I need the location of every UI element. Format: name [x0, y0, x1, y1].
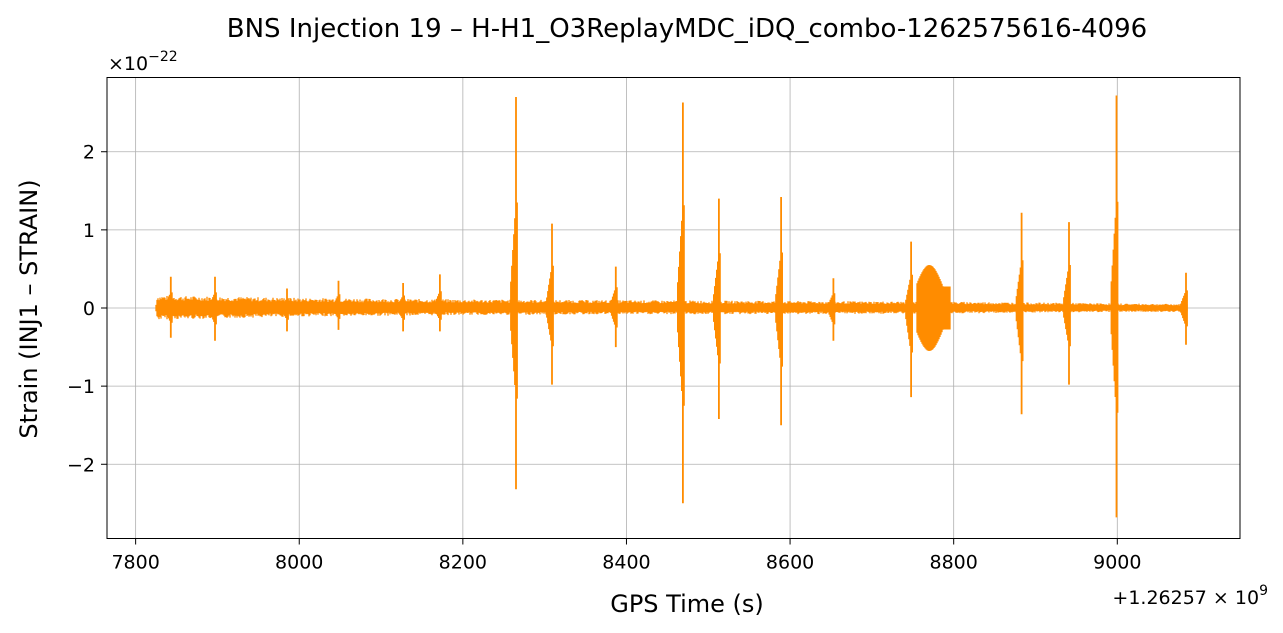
plot-area — [155, 95, 1188, 518]
strain-spike — [1063, 222, 1071, 385]
x-tick-label: 8800 — [930, 552, 978, 574]
strain-spike — [905, 241, 913, 398]
strain-spike — [1015, 212, 1024, 415]
x-tick-label: 9000 — [1093, 552, 1141, 574]
strain-spike — [164, 276, 173, 338]
strain-spike — [434, 274, 442, 332]
chart-title: BNS Injection 19 – H-H1_O3ReplayMDC_iDQ_… — [227, 14, 1147, 44]
y-tick-label: 2 — [83, 142, 95, 164]
x-offset-label: +1.26257 × 109 — [1112, 583, 1268, 609]
strain-spike — [827, 278, 836, 341]
y-scale-factor-base: ×10 — [108, 53, 148, 75]
strain-spike — [546, 223, 554, 385]
x-axis-label: GPS Time (s) — [610, 590, 764, 618]
y-tick-label: 0 — [83, 298, 95, 320]
y-scale-factor-exponent: −22 — [148, 49, 178, 65]
y-scale-factor: ×10−22 — [108, 49, 178, 75]
y-tick-label: 1 — [83, 220, 95, 242]
strain-spike — [1110, 95, 1119, 518]
y-tick-label: −2 — [67, 454, 95, 476]
strain-spike — [281, 288, 289, 332]
strain-spike — [677, 102, 685, 504]
strain-spike — [332, 280, 341, 330]
x-tick-label: 7800 — [111, 552, 159, 574]
strain-spike — [397, 283, 405, 332]
strain-spike — [609, 266, 618, 348]
strain-spike — [775, 197, 783, 426]
x-tick-label: 8000 — [275, 552, 323, 574]
strain-burst — [916, 265, 951, 351]
x-tick-label: 8200 — [439, 552, 487, 574]
strain-spike — [209, 276, 217, 341]
x-offset-base: +1.26257 × 10 — [1112, 587, 1259, 609]
x-tick-label: 8600 — [766, 552, 814, 574]
y-axis-label: Strain (INJ1 – STRAIN) — [15, 179, 43, 438]
strain-spike — [510, 97, 518, 490]
axis-ticks: 7800 8000 8200 8400 8600 8800 9000 −2 −1 0 1 2 — [67, 142, 1141, 574]
strain-spike — [1180, 272, 1188, 345]
x-tick-label: 8400 — [602, 552, 650, 574]
strain-spike — [713, 198, 721, 419]
x-offset-exponent: 9 — [1259, 583, 1268, 599]
y-tick-label: −1 — [67, 376, 95, 398]
